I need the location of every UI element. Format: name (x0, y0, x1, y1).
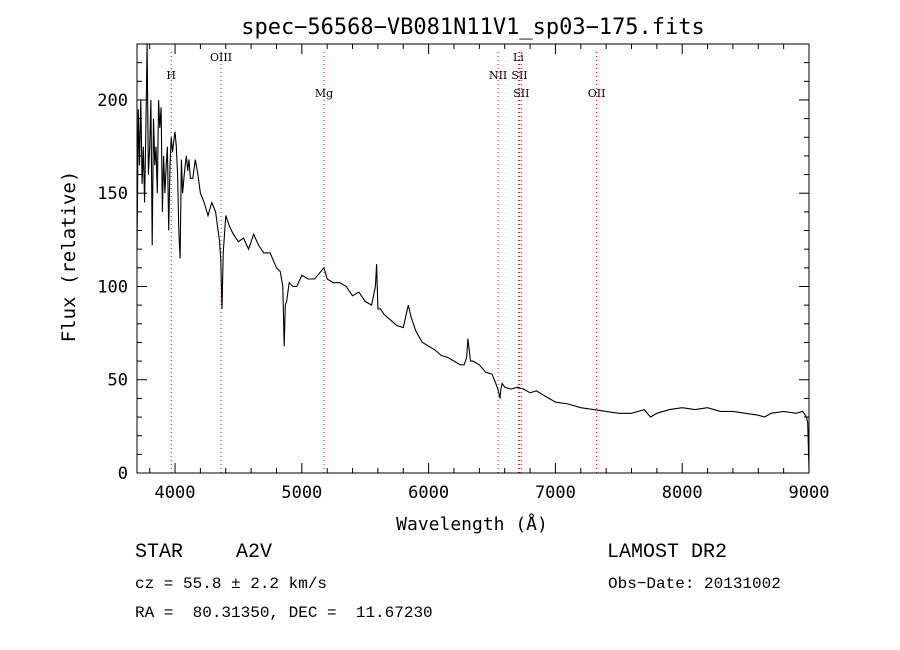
x-axis-label: Wavelength (Å) (396, 513, 548, 535)
spectrum-line (136, 43, 810, 470)
y-tick-label: 200 (97, 91, 128, 111)
x-tick-label: 4000 (155, 483, 196, 503)
x-tick-label: 5000 (281, 483, 322, 503)
spectral-line-label: OIII (210, 51, 232, 64)
object-class: STAR (135, 541, 184, 564)
y-tick-label: 50 (108, 371, 128, 391)
x-axis-ticks: 4000 5000 6000 7000 8000 9000 (149, 44, 830, 503)
y-axis-label: Flux (relative) (58, 171, 80, 343)
spectral-line-label: OII (588, 87, 606, 100)
survey-name: LAMOST DR2 (607, 541, 728, 564)
spectral-line-label: Mg (315, 87, 333, 100)
sky-coordinates: RA = 80.31350, DEC = 11.67230 (135, 604, 433, 622)
plot-frame (136, 43, 810, 474)
x-tick-label: 9000 (789, 483, 830, 503)
x-tick-label: 8000 (662, 483, 703, 503)
spectral-line-markers: H OIII Mg NII Li SII SII OII (166, 51, 605, 473)
spectral-line-label: Li (513, 51, 524, 64)
x-tick-label: 6000 (408, 483, 449, 503)
spectral-line-label: H (166, 69, 176, 82)
object-subclass: A2V (236, 541, 273, 564)
chart-title: spec−56568−VB081N11V1_sp03−175.fits (241, 15, 705, 40)
spectral-line-label: NII (489, 69, 507, 82)
x-tick-label: 7000 (535, 483, 576, 503)
y-axis-ticks: 0 50 100 150 200 (97, 62, 809, 484)
spectral-line-label: SII (513, 87, 529, 100)
y-tick-label: 100 (97, 277, 128, 297)
y-tick-label: 150 (97, 184, 128, 204)
redshift-cz: cz = 55.8 ± 2.2 km/s (135, 575, 328, 593)
spectral-line-label: SII (511, 69, 527, 82)
observation-date: Obs−Date: 20131002 (608, 575, 781, 593)
y-tick-label: 0 (118, 464, 128, 484)
